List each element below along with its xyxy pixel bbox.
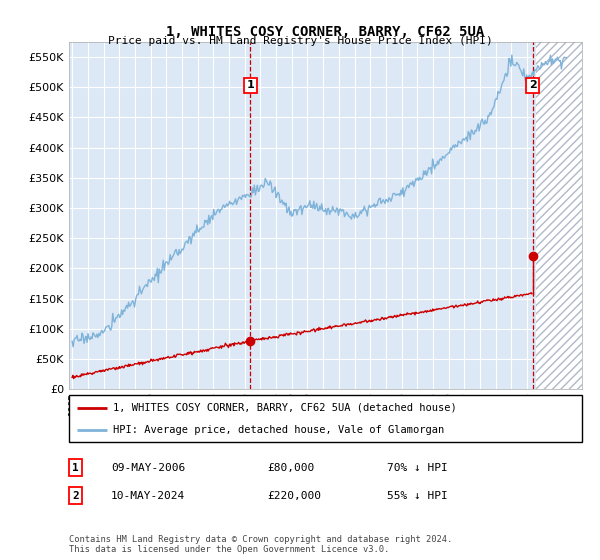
Text: Price paid vs. HM Land Registry's House Price Index (HPI): Price paid vs. HM Land Registry's House …	[107, 36, 493, 46]
FancyBboxPatch shape	[69, 395, 582, 442]
Text: HPI: Average price, detached house, Vale of Glamorgan: HPI: Average price, detached house, Vale…	[113, 424, 444, 435]
Text: 1, WHITES COSY CORNER, BARRY, CF62 5UA (detached house): 1, WHITES COSY CORNER, BARRY, CF62 5UA (…	[113, 403, 457, 413]
Text: 1: 1	[72, 463, 79, 473]
Text: Contains HM Land Registry data © Crown copyright and database right 2024.
This d: Contains HM Land Registry data © Crown c…	[69, 535, 452, 554]
Text: 09-MAY-2006: 09-MAY-2006	[111, 463, 185, 473]
Text: 70% ↓ HPI: 70% ↓ HPI	[387, 463, 448, 473]
Text: 2: 2	[72, 491, 79, 501]
Title: 1, WHITES COSY CORNER, BARRY, CF62 5UA: 1, WHITES COSY CORNER, BARRY, CF62 5UA	[166, 25, 485, 39]
Text: 10-MAY-2024: 10-MAY-2024	[111, 491, 185, 501]
Text: £80,000: £80,000	[267, 463, 314, 473]
Text: 2: 2	[529, 81, 536, 90]
Text: £220,000: £220,000	[267, 491, 321, 501]
Text: 55% ↓ HPI: 55% ↓ HPI	[387, 491, 448, 501]
Text: 1: 1	[247, 81, 254, 90]
